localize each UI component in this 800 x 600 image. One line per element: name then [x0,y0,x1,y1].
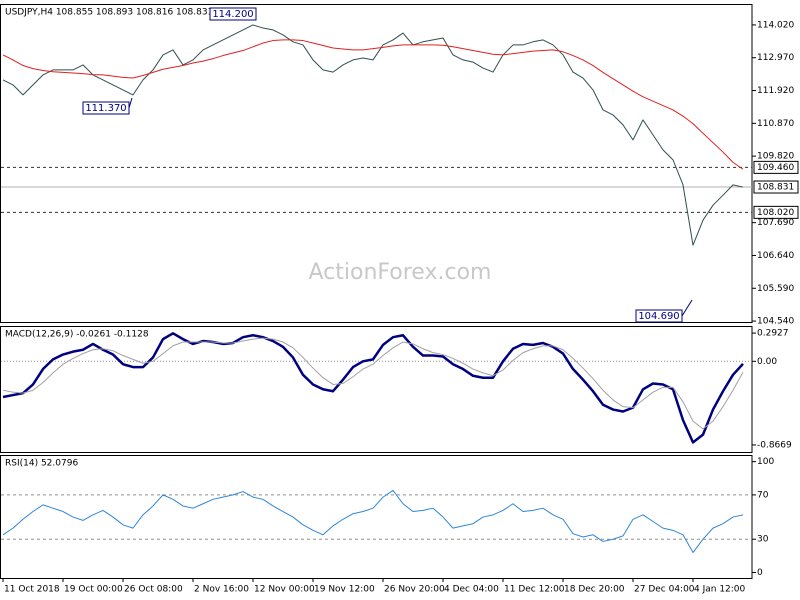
series-line [2,332,744,444]
annotation: 114.200 [212,9,253,20]
annotation: 111.370 [85,103,126,114]
x-tick-label: 2 Nov 16:00 [194,585,249,595]
y-tick-label: 112.970 [757,53,794,63]
series-line [2,337,744,430]
annotation-box [209,7,257,21]
x-tick-label: 4 Dec 04:00 [444,585,499,595]
y-tick-label: -0.8669 [757,440,792,450]
level-label-box [753,160,799,174]
level-label-box [753,205,799,219]
y-tick-label: 0 [757,568,763,578]
y-tick-label: 100 [757,457,774,467]
annotation-box [82,101,130,115]
level-label-box [753,180,799,194]
series-line [2,489,744,554]
panel-frame [0,4,753,323]
y-tick-label: 105.590 [757,284,794,294]
x-tick-label: 12 Nov 00:00 [254,585,315,595]
watermark: ActionForex.com [309,260,492,285]
panel-title: MACD(12,26,9) -0.0261 -0.1128 [5,330,149,340]
y-tick-label: 30 [757,535,769,545]
level-label: 108.831 [757,183,794,193]
x-tick-label: 11 Dec 12:00 [504,585,565,595]
level-label: 108.020 [757,208,794,218]
x-tick-label: 18 Dec 20:00 [564,585,625,595]
panel-title: USDJPY,H4 108.855 108.893 108.816 108.83… [5,8,213,18]
y-tick-label: 0.00 [757,357,777,367]
y-tick-label: 106.640 [757,251,794,261]
panel-frame [0,455,753,579]
y-tick-label: 110.870 [757,119,794,129]
x-tick-label: 11 Oct 2018 [4,585,60,595]
y-tick-label: 111.920 [757,86,794,96]
x-tick-label: 19 Oct 00:00 [64,585,123,595]
level-label: 109.460 [757,163,794,173]
x-tick-label: 4 Jan 12:00 [694,585,746,595]
annotation-connector [681,299,693,317]
y-tick-label: 107.690 [757,218,794,228]
x-tick-label: 19 Nov 12:00 [314,585,375,595]
y-tick-label: 109.820 [757,152,794,162]
x-tick-label: 26 Oct 08:00 [124,585,183,595]
x-tick-label: 27 Dec 04:00 [634,585,695,595]
y-tick-label: 104.540 [757,317,794,327]
annotation-box [635,309,683,323]
series-line [2,39,744,170]
annotation: 104.690 [638,311,679,322]
x-tick-label: 26 Nov 20:00 [384,585,445,595]
y-tick-label: 0.2927 [757,329,789,339]
y-tick-label: 70 [757,490,769,500]
panel-title: RSI(14) 52.0796 [5,459,78,469]
panel-frame [0,326,753,453]
series-line [2,24,744,246]
y-tick-label: 114.020 [757,20,794,30]
